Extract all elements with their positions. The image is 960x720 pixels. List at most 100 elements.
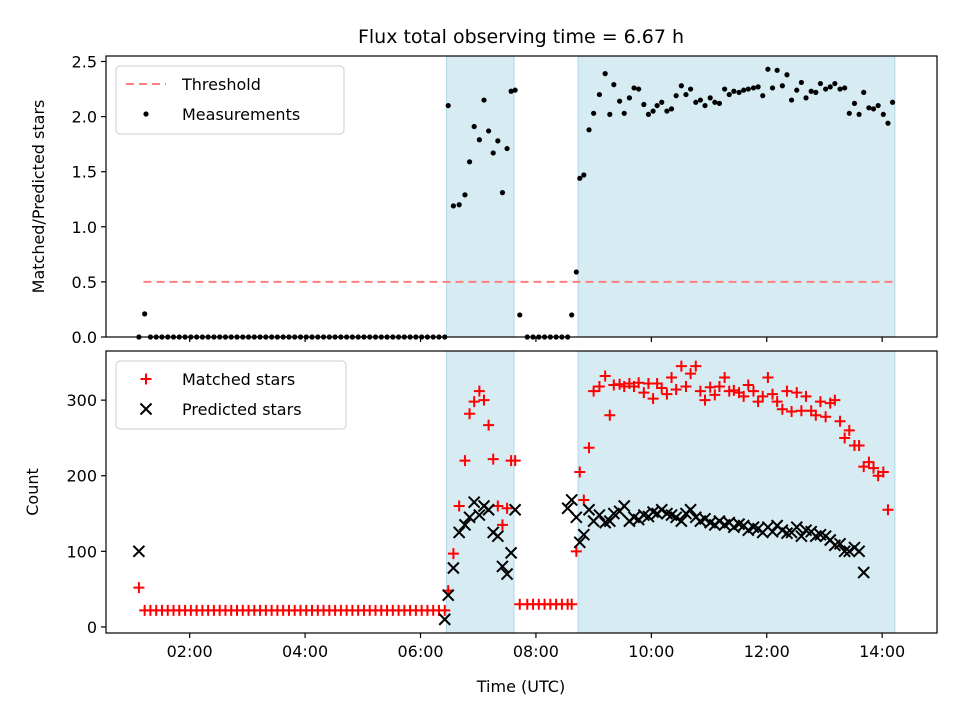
data-point xyxy=(790,520,803,534)
data-point xyxy=(832,80,838,87)
legend-label: Threshold xyxy=(181,75,261,94)
data-point xyxy=(458,518,472,532)
legend: Threshold Measurements xyxy=(115,65,345,135)
legend-label: Measurements xyxy=(182,105,300,124)
data-point xyxy=(779,83,785,89)
data-point xyxy=(684,503,697,516)
x-tick-label: 14:00 xyxy=(859,642,905,661)
data-point xyxy=(508,88,514,94)
data-point xyxy=(709,389,721,401)
data-point xyxy=(566,598,578,610)
data-point xyxy=(611,82,617,88)
data-point xyxy=(683,91,689,98)
data-point xyxy=(439,604,451,616)
data-point xyxy=(839,432,851,444)
data-point xyxy=(810,409,822,421)
data-point xyxy=(638,387,650,399)
data-point xyxy=(504,145,510,152)
data-point xyxy=(678,83,684,89)
data-point xyxy=(795,530,808,543)
data-point xyxy=(500,567,514,581)
y-tick-label: 1.5 xyxy=(72,163,97,182)
data-point xyxy=(771,396,783,408)
series-measurements xyxy=(136,66,896,340)
data-point xyxy=(788,97,795,103)
data-point xyxy=(495,138,501,144)
data-point xyxy=(719,371,731,383)
data-point xyxy=(517,312,523,318)
data-point xyxy=(447,561,460,575)
data-point xyxy=(459,455,471,467)
data-point xyxy=(633,377,645,389)
data-point xyxy=(823,86,829,92)
data-point xyxy=(492,500,504,512)
axes-frame xyxy=(105,350,938,634)
data-point xyxy=(851,100,858,106)
y-tick-label: 200 xyxy=(66,467,97,486)
data-point xyxy=(808,88,814,94)
data-point xyxy=(675,514,688,528)
data-point xyxy=(463,511,476,524)
data-point xyxy=(501,502,513,514)
data-point xyxy=(577,528,591,541)
y-tick-label: 0.5 xyxy=(72,273,97,292)
data-point xyxy=(877,466,889,478)
data-point xyxy=(588,385,600,397)
data-point xyxy=(820,411,832,423)
data-point xyxy=(466,159,473,165)
data-point xyxy=(837,86,843,92)
data-point xyxy=(731,88,737,94)
x-tick-label: 02:00 xyxy=(167,642,213,661)
data-point xyxy=(791,387,803,399)
data-point xyxy=(593,508,606,522)
data-point xyxy=(604,409,616,421)
data-point xyxy=(570,545,582,557)
data-point xyxy=(795,405,807,417)
data-point xyxy=(767,388,779,400)
series-predicted-stars xyxy=(132,493,870,626)
legend-box xyxy=(115,65,345,135)
data-point xyxy=(607,111,613,118)
data-point xyxy=(757,390,769,402)
x-tick-label: 12:00 xyxy=(744,642,790,661)
data-point xyxy=(817,80,824,87)
data-point xyxy=(760,93,766,99)
legend-label: Matched stars xyxy=(182,370,295,389)
data-point xyxy=(742,379,754,391)
data-point xyxy=(573,269,579,275)
data-point xyxy=(853,440,865,452)
data-point xyxy=(813,89,819,95)
data-point xyxy=(496,519,508,531)
data-point xyxy=(800,390,812,402)
data-point xyxy=(868,462,880,474)
data-point xyxy=(508,503,522,516)
data-point xyxy=(852,545,866,558)
data-point xyxy=(738,390,750,402)
data-point xyxy=(618,499,631,513)
data-point xyxy=(491,530,505,543)
data-point xyxy=(467,495,481,509)
data-point xyxy=(654,102,660,109)
data-point xyxy=(668,106,675,112)
data-point xyxy=(843,424,855,436)
data-point xyxy=(661,388,673,400)
legend-marker xyxy=(139,402,153,416)
y-tick-label: 300 xyxy=(66,391,97,410)
data-point xyxy=(687,86,694,92)
data-point xyxy=(726,91,732,98)
data-point xyxy=(599,370,611,382)
data-point xyxy=(482,503,495,516)
data-point xyxy=(885,120,891,126)
data-point xyxy=(861,89,867,95)
y-axis-title: Count xyxy=(23,468,42,516)
data-point xyxy=(133,582,145,594)
data-point xyxy=(468,396,480,408)
data-point xyxy=(645,111,652,118)
y-tick-label: 100 xyxy=(66,542,97,561)
data-point xyxy=(471,123,477,130)
data-point xyxy=(814,396,826,408)
data-point xyxy=(499,190,506,196)
data-point xyxy=(870,106,877,112)
data-point xyxy=(846,110,852,116)
data-point xyxy=(680,381,692,393)
